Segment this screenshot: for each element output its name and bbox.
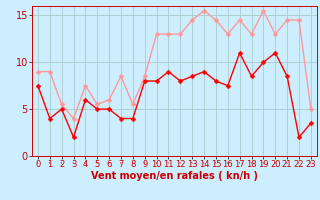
X-axis label: Vent moyen/en rafales ( kn/h ): Vent moyen/en rafales ( kn/h ) (91, 171, 258, 181)
